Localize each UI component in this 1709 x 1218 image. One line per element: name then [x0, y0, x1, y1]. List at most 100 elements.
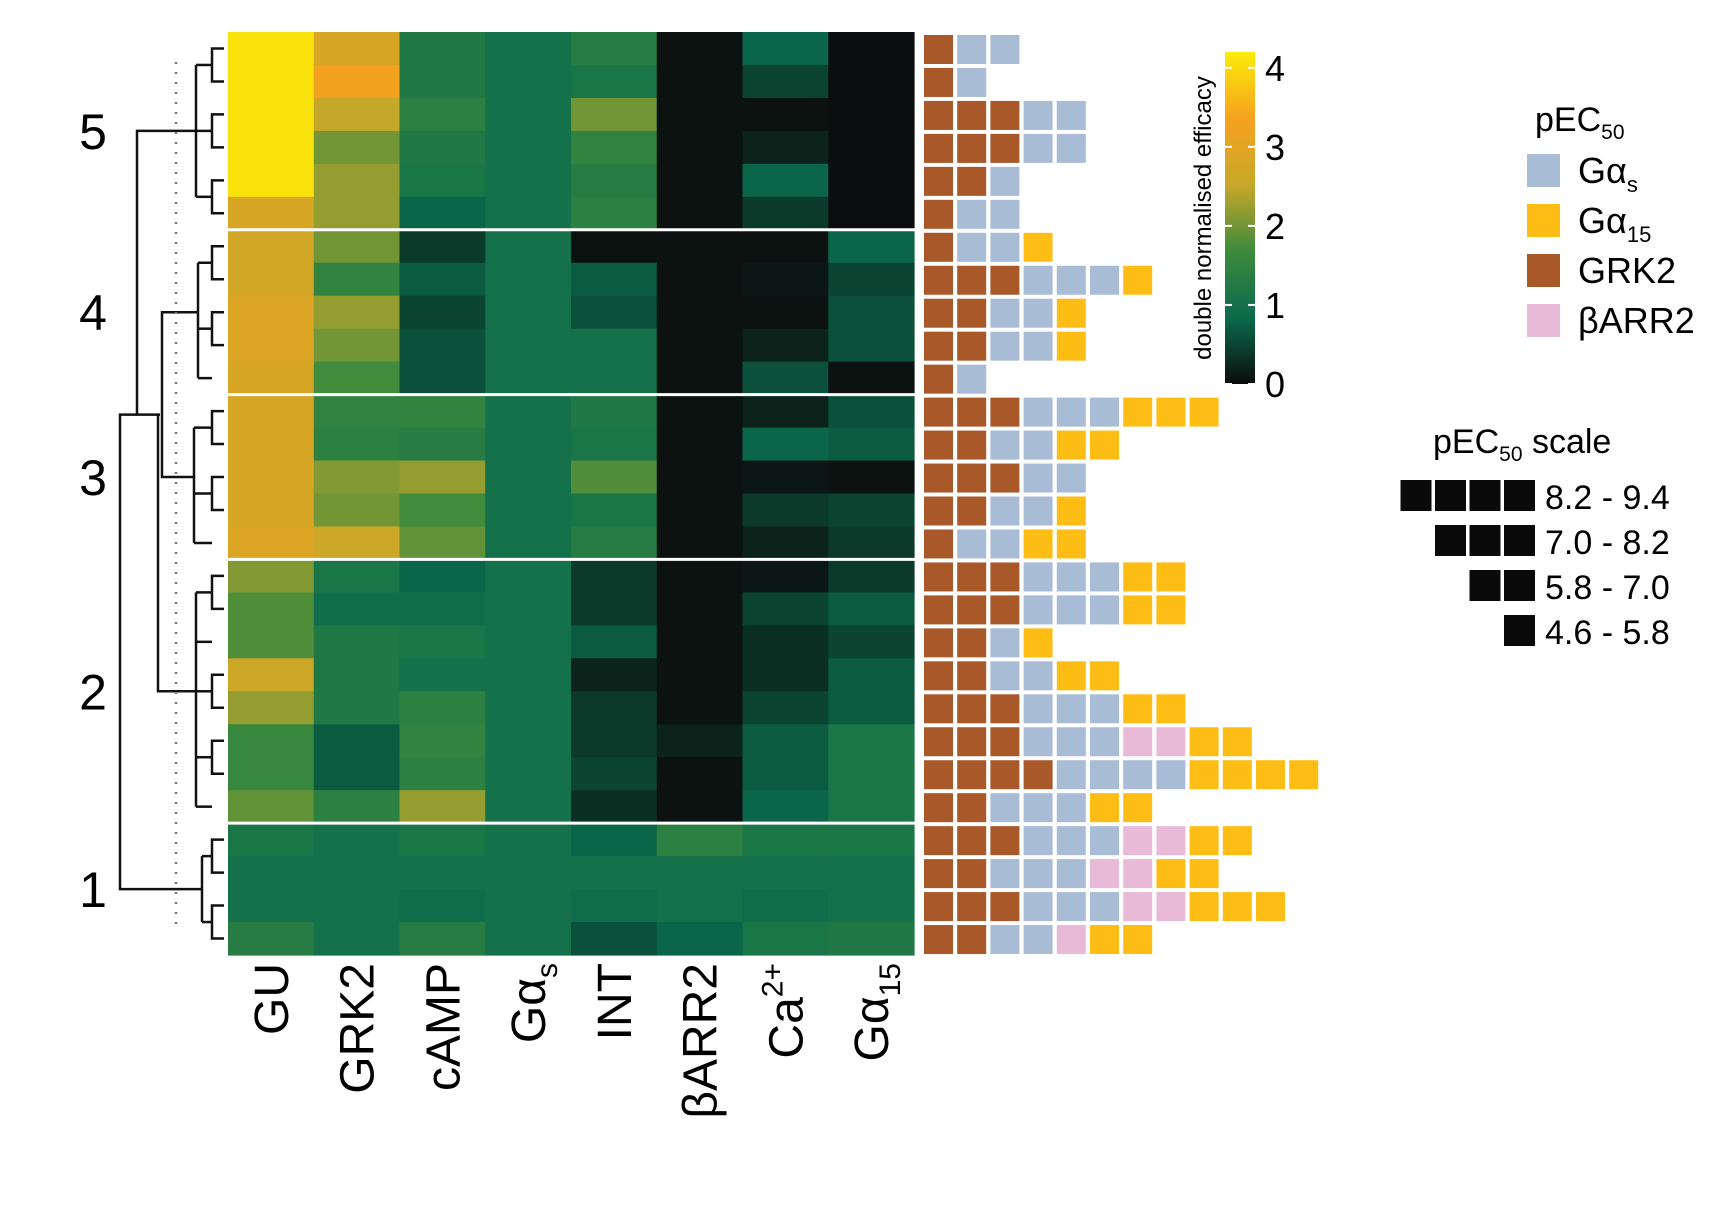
heatmap-cell — [485, 328, 572, 363]
pec50-block — [1090, 562, 1119, 592]
heatmap-cell — [228, 691, 315, 725]
heatmap-cell — [485, 394, 572, 429]
heatmap-cell — [656, 97, 744, 132]
pec50-block — [990, 232, 1020, 262]
pec50-block — [1256, 892, 1285, 922]
pec50-block — [957, 925, 987, 955]
heatmap-cell — [228, 823, 315, 857]
pec50-block — [1090, 826, 1119, 856]
scale-block — [1469, 480, 1501, 511]
pec50-block — [957, 265, 987, 295]
pec50-block — [1256, 760, 1285, 790]
pec50-block — [924, 166, 953, 196]
pec50-block — [1023, 595, 1053, 625]
scale-label: 5.8 - 7.0 — [1545, 569, 1670, 607]
heatmap-cell — [399, 262, 486, 297]
dendrogram-branch — [210, 838, 224, 874]
pec50-block — [957, 595, 987, 625]
heatmap-cell — [571, 823, 658, 857]
legend-swatch — [1527, 254, 1560, 287]
heatmap-cell — [656, 625, 744, 659]
heatmap-cell — [828, 823, 915, 857]
heatmap-cell — [399, 328, 486, 363]
heatmap-cell — [828, 625, 915, 659]
pec50-block — [924, 793, 953, 823]
heatmap-cell — [228, 64, 315, 99]
pec50-block — [1056, 661, 1086, 691]
heatmap-cell — [228, 427, 315, 462]
pec50-block — [1123, 265, 1153, 295]
pec50-block — [1023, 232, 1053, 262]
pec50-block — [1056, 265, 1086, 295]
heatmap-cell — [228, 658, 315, 692]
heatmap-cell — [485, 856, 572, 890]
cluster-number-label: 2 — [79, 664, 107, 720]
heatmap-cell — [485, 163, 572, 198]
pec50-block — [924, 199, 953, 229]
heatmap-cell — [399, 526, 486, 561]
pec50-block — [1123, 925, 1153, 955]
scale-label: 4.6 - 5.8 — [1545, 614, 1670, 652]
scale-block — [1435, 525, 1466, 556]
pec50-block — [1222, 727, 1252, 757]
pec50-block — [1056, 496, 1086, 526]
heatmap-cell — [399, 460, 486, 495]
heatmap-cell — [656, 262, 744, 297]
pec50-block — [1056, 298, 1086, 328]
pec50-block — [1023, 463, 1053, 493]
pec50-block — [1189, 760, 1219, 790]
heatmap-cell — [485, 757, 572, 791]
pec50-block — [990, 892, 1020, 922]
pec50-block — [924, 925, 953, 955]
pec50-block — [1222, 826, 1252, 856]
heatmap-cell — [656, 229, 744, 264]
pec50-block — [1090, 760, 1119, 790]
pec50-block — [924, 232, 953, 262]
pec50-block — [1023, 694, 1053, 724]
heatmap-cell — [228, 889, 315, 923]
heatmap-cell — [742, 295, 829, 330]
heatmap-cell — [828, 790, 915, 824]
pec50-block — [1090, 265, 1119, 295]
legend-title: pEC50 — [1535, 101, 1625, 144]
heatmap-cell — [313, 922, 401, 956]
pec50-block — [1090, 694, 1119, 724]
dendrogram-link — [160, 310, 198, 479]
heatmap-cell — [571, 229, 658, 264]
heatmap-cell — [485, 32, 572, 66]
pec50-block — [1056, 397, 1086, 427]
heatmap-cell — [485, 724, 572, 758]
heatmap-cell — [399, 691, 486, 725]
heatmap-cell — [399, 427, 486, 462]
legend-swatch — [1527, 204, 1560, 237]
heatmap-cell — [742, 328, 829, 363]
cluster-number-label: 5 — [79, 104, 107, 160]
column-label: GRK2 — [332, 963, 385, 1094]
column-label: Ca2+ — [756, 963, 813, 1059]
heatmap-cell — [828, 229, 915, 264]
pec50-block — [990, 760, 1020, 790]
heatmap-cell — [742, 64, 829, 99]
heatmap-cell — [313, 394, 401, 429]
legend-swatch — [1527, 154, 1560, 187]
heatmap-cell — [828, 394, 915, 429]
pec50-block — [1023, 562, 1053, 592]
heatmap-cell — [656, 658, 744, 692]
pec50-block — [1189, 826, 1219, 856]
pec50-block — [1023, 826, 1053, 856]
pec50-block — [1090, 925, 1119, 955]
pec50-block — [957, 364, 987, 394]
pec50-block — [957, 430, 987, 460]
pec50-block — [1056, 529, 1086, 559]
heatmap-cell — [742, 592, 829, 626]
pec50-block — [924, 463, 953, 493]
heatmap-cell — [828, 856, 915, 890]
heatmap-cell — [485, 592, 572, 626]
heatmap-cell — [742, 790, 829, 824]
pec50-block — [990, 727, 1020, 757]
heatmap-cell — [485, 625, 572, 659]
pec50-scale-legend: pEC50 scale 8.2 - 9.4 7.0 - 8.2 5.8 - 7.0 4.… — [1400, 423, 1670, 652]
heatmap-cell — [313, 229, 401, 264]
heatmap-cell — [656, 196, 744, 231]
